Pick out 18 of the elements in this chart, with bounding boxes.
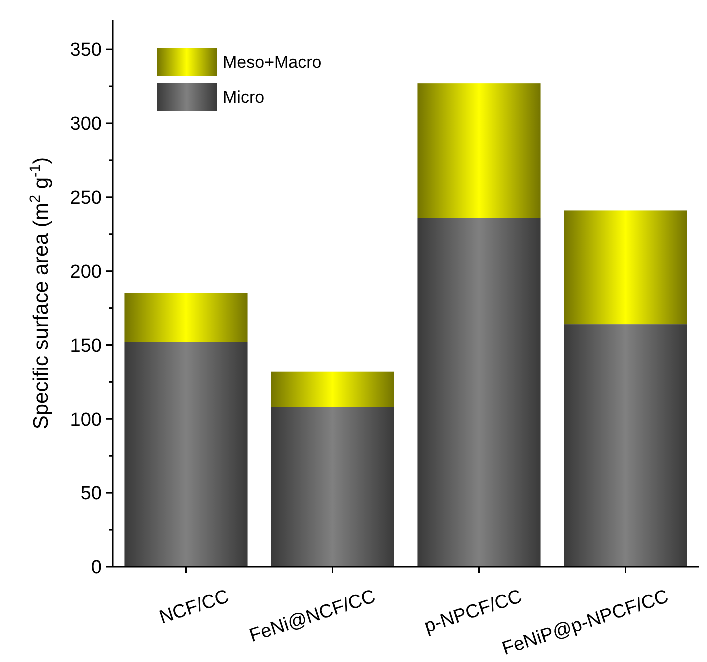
bar bbox=[271, 407, 394, 567]
legend-label: Meso+Macro bbox=[223, 52, 322, 72]
y-tick-label: 150 bbox=[70, 336, 102, 357]
y-tick-label: 200 bbox=[70, 262, 102, 283]
bar bbox=[124, 294, 248, 342]
bar bbox=[418, 218, 541, 567]
y-tick-label: 350 bbox=[70, 40, 102, 62]
y-tick-label: 100 bbox=[70, 410, 102, 431]
legend-label: Micro bbox=[223, 88, 265, 107]
bar bbox=[564, 324, 688, 567]
bar bbox=[271, 372, 394, 408]
y-tick-label: 0 bbox=[91, 558, 102, 579]
y-tick-label: 300 bbox=[70, 114, 102, 136]
bar bbox=[564, 210, 688, 325]
y-tick-label: 250 bbox=[70, 188, 102, 210]
y-tick-label: 50 bbox=[80, 484, 102, 505]
bar bbox=[124, 342, 248, 567]
bar bbox=[418, 84, 541, 218]
